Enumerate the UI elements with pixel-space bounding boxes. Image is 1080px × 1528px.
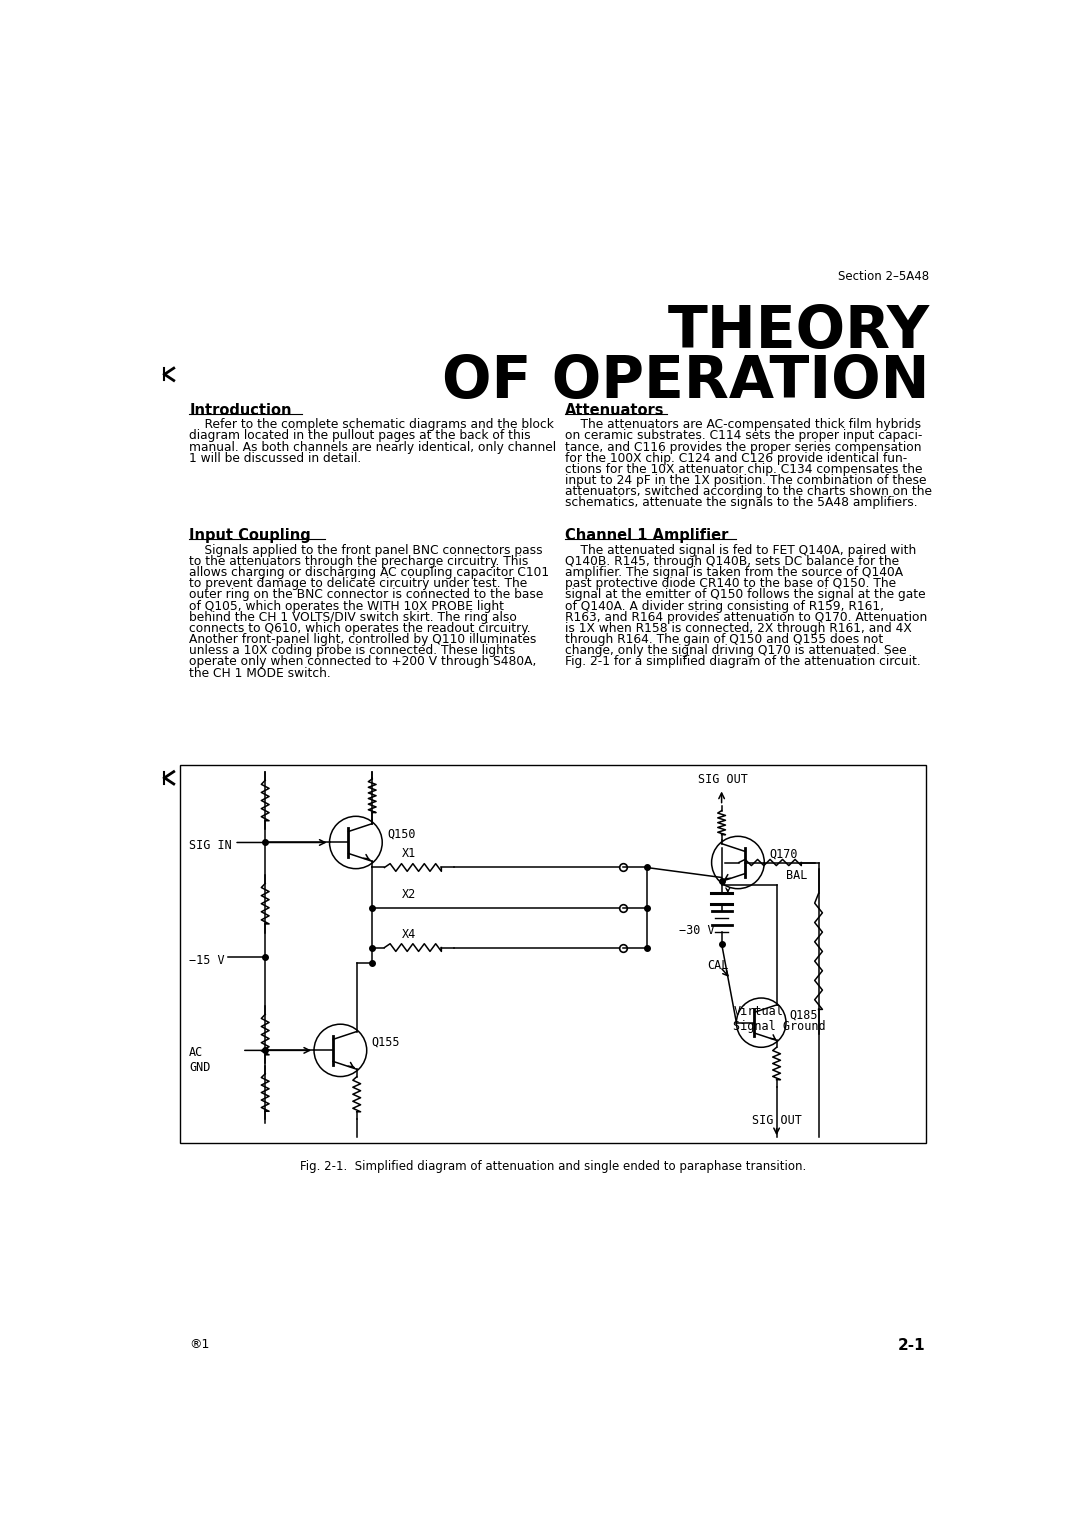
Text: X1: X1 — [402, 848, 417, 860]
Text: the CH 1 MODE switch.: the CH 1 MODE switch. — [189, 666, 330, 680]
Text: outer ring on the BNC connector is connected to the base: outer ring on the BNC connector is conne… — [189, 588, 543, 602]
Text: unless a 10X coding probe is connected. These lights: unless a 10X coding probe is connected. … — [189, 645, 515, 657]
Text: signal at the emitter of Q150 follows the signal at the gate: signal at the emitter of Q150 follows th… — [565, 588, 926, 602]
Text: input to 24 pF in the 1X position. The combination of these: input to 24 pF in the 1X position. The c… — [565, 474, 927, 487]
Text: Q170: Q170 — [769, 848, 797, 860]
Text: of Q140A. A divider string consisting of R159, R161,: of Q140A. A divider string consisting of… — [565, 599, 885, 613]
Text: is 1X when R158 is connected, 2X through R161, and 4X: is 1X when R158 is connected, 2X through… — [565, 622, 912, 634]
Text: connects to Q610, which operates the readout circuitry.: connects to Q610, which operates the rea… — [189, 622, 531, 634]
Text: through R164. The gain of Q150 and Q155 does not: through R164. The gain of Q150 and Q155 … — [565, 633, 883, 646]
Text: Q185: Q185 — [789, 1008, 818, 1021]
Text: Q140B. R145, through Q140B, sets DC balance for the: Q140B. R145, through Q140B, sets DC bala… — [565, 555, 900, 568]
Text: Input Coupling: Input Coupling — [189, 529, 311, 544]
Text: diagram located in the pullout pages at the back of this: diagram located in the pullout pages at … — [189, 429, 531, 443]
Text: The attenuated signal is fed to FET Q140A, paired with: The attenuated signal is fed to FET Q140… — [565, 544, 916, 556]
Text: OF OPERATION: OF OPERATION — [442, 353, 930, 410]
Text: AC
GND: AC GND — [189, 1045, 211, 1074]
Text: tance, and C116 provides the proper series compensation: tance, and C116 provides the proper seri… — [565, 440, 921, 454]
Text: Virtual
Signal Ground: Virtual Signal Ground — [733, 1005, 826, 1033]
Text: X2: X2 — [402, 888, 417, 900]
Text: Q150: Q150 — [387, 828, 416, 840]
Text: −30 V: −30 V — [679, 924, 715, 937]
Text: Fig. 2-1.  Simplified diagram of attenuation and single ended to paraphase trans: Fig. 2-1. Simplified diagram of attenuat… — [300, 1160, 807, 1172]
Text: Attenuators: Attenuators — [565, 403, 664, 417]
Text: −15 V: −15 V — [189, 953, 225, 967]
Text: X4: X4 — [402, 927, 417, 941]
Text: SIG OUT: SIG OUT — [752, 1114, 801, 1128]
Text: 2-1: 2-1 — [897, 1339, 926, 1354]
Text: attenuators, switched according to the charts shown on the: attenuators, switched according to the c… — [565, 486, 932, 498]
Text: past protective diode CR140 to the base of Q150. The: past protective diode CR140 to the base … — [565, 578, 896, 590]
Text: 1 will be discussed in detail.: 1 will be discussed in detail. — [189, 452, 362, 465]
Text: SIG OUT: SIG OUT — [699, 773, 748, 787]
Text: change, only the signal driving Q170 is attenuated. See: change, only the signal driving Q170 is … — [565, 645, 907, 657]
Bar — [180, 766, 926, 1143]
Text: amplifier. The signal is taken from the source of Q140A: amplifier. The signal is taken from the … — [565, 565, 903, 579]
Text: Section 2–5A48: Section 2–5A48 — [838, 269, 930, 283]
Text: Q155: Q155 — [372, 1036, 400, 1048]
Text: to prevent damage to delicate circuitry under test. The: to prevent damage to delicate circuitry … — [189, 578, 527, 590]
Text: schematics, attenuate the signals to the 5A48 amplifiers.: schematics, attenuate the signals to the… — [565, 497, 918, 509]
Text: Channel 1 Amplifier: Channel 1 Amplifier — [565, 529, 729, 544]
Text: ctions for the 10X attenuator chip. C134 compensates the: ctions for the 10X attenuator chip. C134… — [565, 463, 922, 475]
Text: SIG IN: SIG IN — [189, 839, 232, 853]
Text: behind the CH 1 VOLTS/DIV switch skirt. The ring also: behind the CH 1 VOLTS/DIV switch skirt. … — [189, 611, 517, 623]
Text: CAL: CAL — [707, 960, 728, 972]
Text: ®1: ®1 — [189, 1339, 210, 1351]
Text: Another front-panel light, controlled by Q110 illuminates: Another front-panel light, controlled by… — [189, 633, 537, 646]
Text: Introduction: Introduction — [189, 403, 292, 417]
Text: to the attenuators through the precharge circuitry. This: to the attenuators through the precharge… — [189, 555, 528, 568]
Text: operate only when connected to +200 V through S480A,: operate only when connected to +200 V th… — [189, 656, 537, 668]
Text: Fig. 2-1 for a simplified diagram of the attenuation circuit.: Fig. 2-1 for a simplified diagram of the… — [565, 656, 921, 668]
Text: THEORY: THEORY — [667, 303, 930, 359]
Text: of Q105, which operates the WITH 10X PROBE light: of Q105, which operates the WITH 10X PRO… — [189, 599, 504, 613]
Text: Signals applied to the front panel BNC connectors pass: Signals applied to the front panel BNC c… — [189, 544, 543, 556]
Text: R163, and R164 provides attenuation to Q170. Attenuation: R163, and R164 provides attenuation to Q… — [565, 611, 928, 623]
Text: BAL: BAL — [786, 869, 808, 882]
Text: for the 100X chip. C124 and C126 provide identical fun-: for the 100X chip. C124 and C126 provide… — [565, 452, 907, 465]
Text: Refer to the complete schematic diagrams and the block: Refer to the complete schematic diagrams… — [189, 419, 554, 431]
Text: allows charging or discharging AC coupling capacitor C101: allows charging or discharging AC coupli… — [189, 565, 550, 579]
Text: The attenuators are AC-compensated thick film hybrids: The attenuators are AC-compensated thick… — [565, 419, 921, 431]
Text: manual. As both channels are nearly identical, only channel: manual. As both channels are nearly iden… — [189, 440, 556, 454]
Text: on ceramic substrates. C114 sets the proper input capaci-: on ceramic substrates. C114 sets the pro… — [565, 429, 922, 443]
